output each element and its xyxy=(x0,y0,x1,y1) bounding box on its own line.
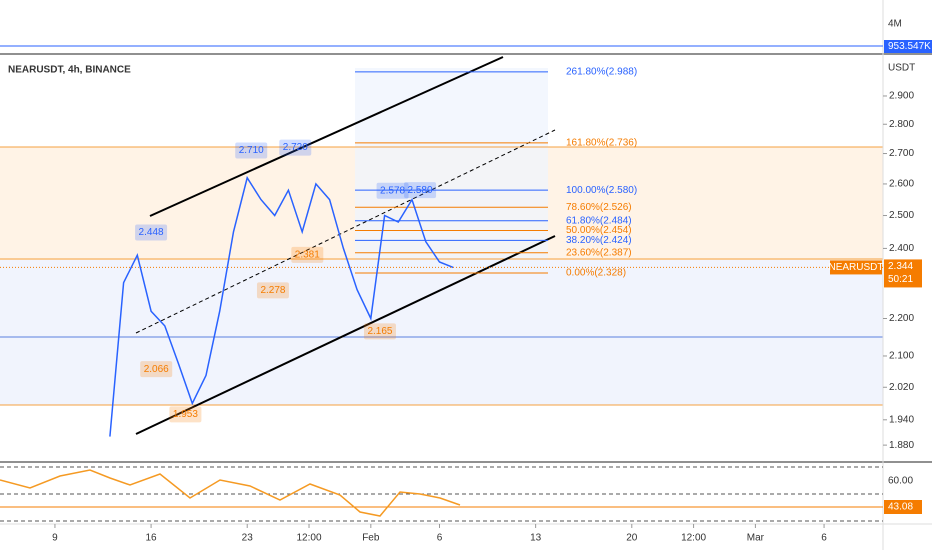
swing-label: 2.710 xyxy=(239,145,264,156)
swing-label: 2.578 xyxy=(380,185,405,196)
price-line xyxy=(109,175,454,437)
symbol-badge-label: NEARUSDT xyxy=(828,262,883,273)
swing-box xyxy=(235,142,268,159)
y-tick-label: 2.400 xyxy=(889,243,914,254)
x-tick-label: 12:00 xyxy=(297,533,322,544)
swing-box xyxy=(169,406,202,423)
fib-label: 261.80%(2.988) xyxy=(566,67,637,78)
rsi-tick: 60.00 xyxy=(888,476,913,487)
swing-box xyxy=(291,246,324,263)
y-tick-label: 2.020 xyxy=(889,382,914,393)
swing-box xyxy=(376,182,409,199)
y-tick-label: 1.880 xyxy=(889,440,914,451)
y-tick-label: 2.900 xyxy=(889,91,914,102)
swing-label: 2.278 xyxy=(260,285,285,296)
swing-label: 2.165 xyxy=(367,326,392,337)
swing-label: 2.580 xyxy=(408,185,433,196)
swing-label: 2.448 xyxy=(139,227,164,238)
swing-label: 2.066 xyxy=(144,364,169,375)
y-tick-label: 2.500 xyxy=(889,210,914,221)
y-tick-label: 2.700 xyxy=(889,148,914,159)
volume-axis-label: 4M xyxy=(888,19,902,30)
volume-last: 953.547K xyxy=(888,41,931,52)
x-tick-label: 23 xyxy=(242,533,254,544)
fib-area xyxy=(355,68,548,273)
fib-label: 23.60%(2.387) xyxy=(566,247,632,258)
currency-label: USDT xyxy=(888,63,915,74)
fib-label: 100.00%(2.580) xyxy=(566,185,637,196)
swing-box xyxy=(135,224,168,241)
channel-upper xyxy=(149,56,504,217)
y-tick-label: 1.940 xyxy=(889,414,914,425)
fib-label: 0.00%(2.328) xyxy=(566,268,626,279)
swing-box xyxy=(404,182,437,199)
y-tick-label: 2.800 xyxy=(889,119,914,130)
x-tick-label: Mar xyxy=(747,533,765,544)
x-tick-label: 16 xyxy=(146,533,158,544)
x-tick-label: 6 xyxy=(821,533,827,544)
y-tick-label: 2.100 xyxy=(889,351,914,362)
rsi-last: 43.08 xyxy=(888,502,913,513)
rsi-badge xyxy=(884,500,922,514)
fib-label: 78.60%(2.526) xyxy=(566,202,632,213)
x-tick-label: 9 xyxy=(52,533,58,544)
fib-label: 161.80%(2.736) xyxy=(566,138,637,149)
swing-label: 1.953 xyxy=(173,409,198,420)
volume-badge xyxy=(884,40,932,53)
price-badge-label: 2.344 xyxy=(888,261,913,272)
swing-box xyxy=(256,282,289,299)
x-tick-label: 12:00 xyxy=(681,533,706,544)
x-tick-label: 13 xyxy=(530,533,542,544)
countdown: 50:21 xyxy=(888,274,913,285)
fib-label: 50.00%(2.454) xyxy=(566,225,632,236)
symbol-label: NEARUSDT, 4h, BINANCE xyxy=(8,65,131,76)
swing-label: 2.381 xyxy=(295,249,320,260)
fib-label: 38.20%(2.424) xyxy=(566,235,632,246)
price-badge xyxy=(884,259,922,288)
x-tick-label: 6 xyxy=(437,533,443,544)
swing-box xyxy=(279,139,312,156)
zone-blue xyxy=(0,260,883,405)
x-tick-label: Feb xyxy=(362,533,380,544)
y-tick-label: 2.200 xyxy=(889,313,914,324)
channel-lower xyxy=(135,235,556,435)
swing-box xyxy=(363,323,396,340)
x-tick-label: 20 xyxy=(626,533,638,544)
rsi-line xyxy=(0,469,461,517)
swing-box xyxy=(140,361,173,378)
symbol-badge xyxy=(830,260,882,275)
swing-label: 2.720 xyxy=(283,142,308,153)
fib-label: 61.80%(2.484) xyxy=(566,215,632,226)
channel-mid xyxy=(135,129,556,334)
y-tick-label: 2.600 xyxy=(889,179,914,190)
